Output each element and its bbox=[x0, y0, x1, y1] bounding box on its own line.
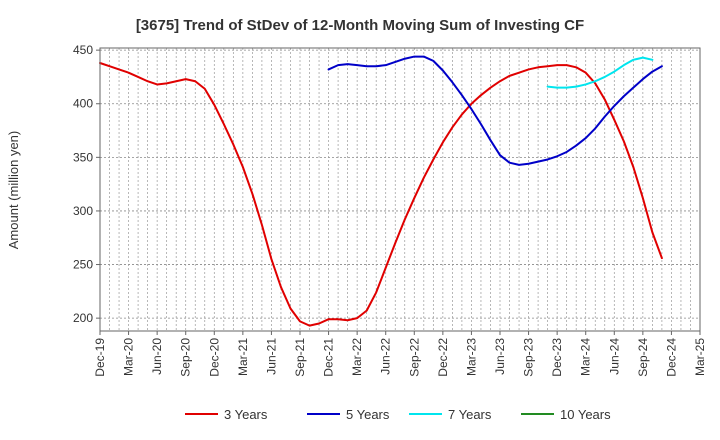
legend: 3 Years 5 Years 7 Years 10 Years bbox=[185, 407, 611, 422]
series-line bbox=[327, 55, 663, 166]
series-lines bbox=[99, 55, 663, 327]
x-tick-label: Jun-21 bbox=[264, 338, 278, 375]
x-tick-label: Mar-24 bbox=[579, 338, 593, 376]
x-tick-label: Mar-23 bbox=[464, 338, 478, 376]
grid bbox=[100, 48, 700, 331]
y-tick-label: 350 bbox=[73, 150, 93, 164]
x-tick-label: Dec-20 bbox=[207, 338, 221, 377]
chart-title: [3675] Trend of StDev of 12-Month Moving… bbox=[136, 17, 584, 34]
x-tick-label: Dec-19 bbox=[93, 338, 107, 377]
x-tick-label: Mar-21 bbox=[236, 338, 250, 376]
series-line bbox=[546, 56, 654, 89]
x-tick-label: Mar-25 bbox=[693, 338, 707, 376]
y-axis-label: Amount (million yen) bbox=[6, 131, 21, 250]
x-tick-label: Sep-21 bbox=[293, 338, 307, 377]
x-tick-label: Dec-23 bbox=[550, 338, 564, 377]
legend-label: 5 Years bbox=[346, 407, 390, 422]
legend-label: 10 Years bbox=[560, 407, 611, 422]
x-tick-label: Sep-20 bbox=[179, 338, 193, 377]
x-tick-label: Mar-22 bbox=[350, 338, 364, 376]
x-tick-label: Jun-23 bbox=[493, 338, 507, 375]
y-tick-label: 250 bbox=[73, 258, 93, 272]
x-tick-label: Dec-24 bbox=[664, 338, 678, 377]
legend-label: 3 Years bbox=[224, 407, 268, 422]
y-tick-label: 400 bbox=[73, 97, 93, 111]
x-tick-label: Mar-20 bbox=[122, 338, 136, 376]
x-tick-label: Sep-23 bbox=[522, 338, 536, 377]
series-line bbox=[99, 62, 663, 327]
plot-area-frame bbox=[99, 47, 701, 332]
x-tick-label: Jun-24 bbox=[607, 338, 621, 375]
y-tick-label: 300 bbox=[73, 204, 93, 218]
x-axis-ticks: Dec-19 Mar-20 Jun-20 Sep-20 Dec-20 Mar-21 Jun-… bbox=[93, 331, 707, 377]
x-tick-label: Jun-20 bbox=[150, 338, 164, 375]
x-tick-label: Dec-22 bbox=[436, 338, 450, 377]
x-tick-label: Sep-24 bbox=[636, 338, 650, 377]
x-tick-label: Dec-21 bbox=[322, 338, 336, 377]
x-tick-label: Jun-22 bbox=[379, 338, 393, 375]
y-tick-label: 200 bbox=[73, 311, 93, 325]
x-tick-label: Sep-22 bbox=[407, 338, 421, 377]
y-axis-ticks: 200 250 300 350 400 450 bbox=[73, 43, 100, 325]
y-tick-label: 450 bbox=[73, 43, 93, 57]
legend-label: 7 Years bbox=[448, 407, 492, 422]
